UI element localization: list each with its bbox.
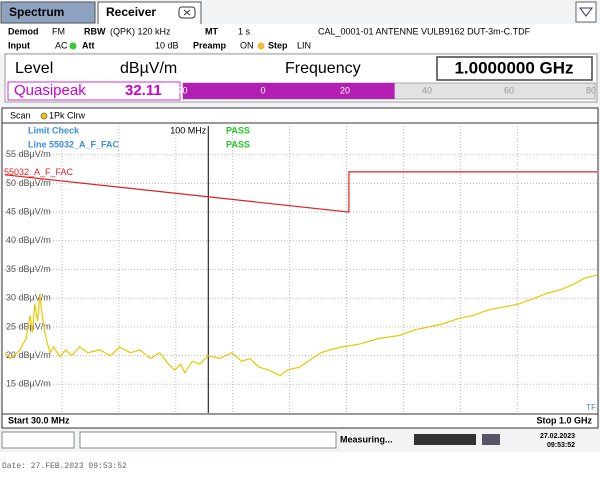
info-value: (QPK) 120 kHz bbox=[110, 26, 171, 36]
info-label: Demod bbox=[8, 26, 39, 36]
status-dot bbox=[257, 42, 265, 50]
bar-tick-label: -20 bbox=[174, 85, 187, 95]
level-unit: dBµV/m bbox=[120, 60, 177, 77]
info-value: ON bbox=[240, 40, 254, 50]
freq-value: 1.0000000 GHz bbox=[454, 58, 573, 77]
status-field bbox=[1, 431, 75, 449]
bar-tick-label: 20 bbox=[340, 85, 350, 95]
scan-label: Scan bbox=[10, 110, 31, 120]
chart-panel bbox=[1, 107, 599, 429]
info-label: Preamp bbox=[193, 40, 227, 50]
trace-dot bbox=[40, 112, 48, 120]
info-label: MT bbox=[205, 26, 218, 36]
tab-label[interactable]: Spectrum bbox=[9, 5, 64, 19]
marker-label: 100 MHz bbox=[170, 125, 207, 135]
status-field bbox=[79, 431, 337, 449]
stop-label: Stop 1.0 GHz bbox=[536, 415, 592, 425]
bar-tick-label: 80 bbox=[586, 85, 596, 95]
limit-check-result: PASS bbox=[226, 125, 250, 135]
level-label: Level bbox=[15, 60, 53, 77]
level-bar bbox=[183, 83, 395, 99]
status-icon bbox=[482, 434, 500, 445]
detector-label: Quasipeak bbox=[14, 82, 86, 99]
info-bar bbox=[0, 24, 600, 52]
detector-box bbox=[7, 81, 181, 101]
menu-button[interactable] bbox=[575, 1, 597, 23]
freq-box[interactable] bbox=[436, 56, 593, 81]
y-tick-label: 15 dBµV/m bbox=[6, 379, 51, 389]
y-tick-label: 40 dBµV/m bbox=[6, 235, 51, 245]
y-tick-label: 35 dBµV/m bbox=[6, 264, 51, 274]
info-file: CAL_0001-01 ANTENNE VULB9162 DUT-3m-C.TD… bbox=[318, 26, 531, 36]
info-value: 10 dB bbox=[155, 40, 179, 50]
tab-label[interactable]: Receiver bbox=[106, 5, 156, 19]
y-tick-label: 55 dBµV/m bbox=[6, 149, 51, 159]
limit-line-result: PASS bbox=[226, 139, 250, 149]
info-value: AC bbox=[55, 40, 68, 50]
status-time: 09:53:52 bbox=[547, 442, 575, 449]
menu-icon bbox=[579, 7, 593, 17]
limit-line-label: Line 55032_A_F_FAC bbox=[28, 139, 120, 149]
info-value: FM bbox=[52, 26, 65, 36]
footer: Date: 27.FEB.2023 09:53:52 bbox=[2, 462, 127, 471]
tab-spectrum[interactable] bbox=[0, 1, 96, 24]
info-value: LIN bbox=[297, 40, 311, 50]
y-tick-label: 45 dBµV/m bbox=[6, 206, 51, 216]
progress-bar bbox=[414, 434, 476, 445]
bar-tick-label: 0 bbox=[260, 85, 265, 95]
limit-name: 55032_A_F_FAC bbox=[4, 167, 74, 177]
status-dot bbox=[69, 42, 77, 50]
bar-tick-label: 60 bbox=[504, 85, 514, 95]
info-label: Input bbox=[8, 40, 30, 50]
series-line bbox=[4, 171, 597, 213]
freq-label: Frequency bbox=[285, 60, 361, 77]
corner-label: TF bbox=[586, 403, 596, 412]
info-label: Att bbox=[82, 40, 95, 50]
bar-tick-label: 40 bbox=[422, 85, 432, 95]
status-text: Measuring... bbox=[340, 434, 393, 444]
info-label: RBW bbox=[84, 26, 106, 36]
info-value: 1 s bbox=[238, 26, 251, 36]
level-value: 32.11 bbox=[125, 82, 162, 99]
series-line bbox=[4, 274, 598, 377]
y-tick-label: 50 dBµV/m bbox=[6, 178, 51, 188]
close-icon bbox=[183, 9, 191, 16]
y-tick-label: 30 dBµV/m bbox=[6, 293, 51, 303]
start-label: Start 30.0 MHz bbox=[8, 415, 70, 425]
info-label: Step bbox=[268, 40, 288, 50]
y-tick-label: 20 dBµV/m bbox=[6, 350, 51, 360]
status-date: 27.02.2023 bbox=[540, 433, 575, 440]
limit-check-label: Limit Check bbox=[28, 125, 80, 135]
legend-entry: 1Pk Clrw bbox=[49, 110, 86, 120]
